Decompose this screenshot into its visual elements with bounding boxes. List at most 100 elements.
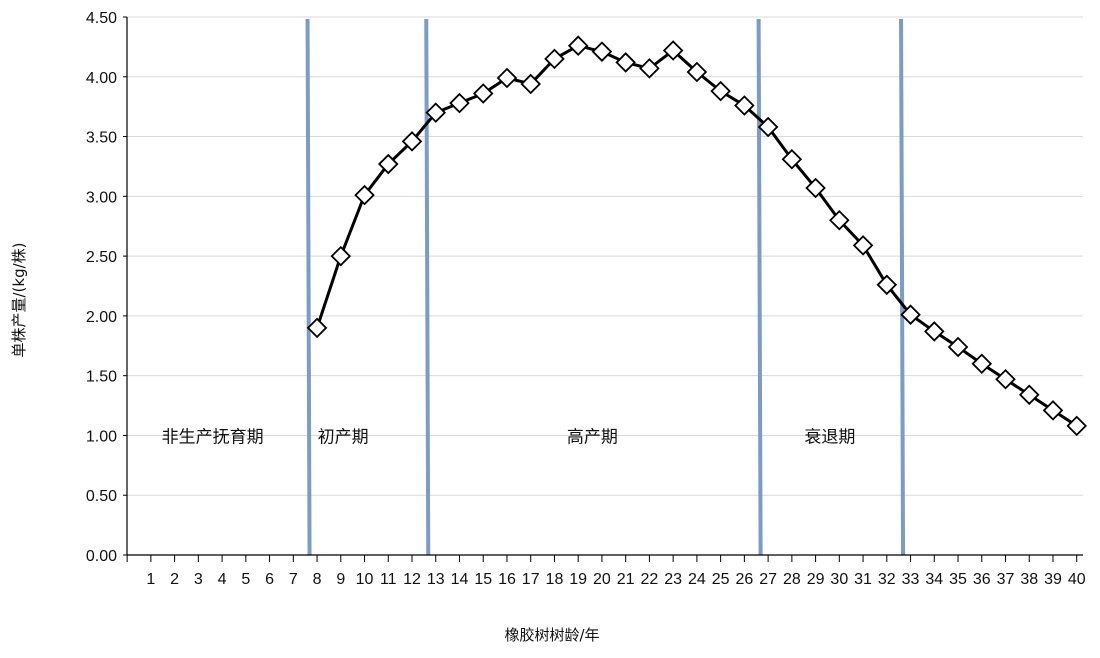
- x-tick-label: 15: [474, 571, 492, 588]
- x-tick-label: 27: [759, 571, 777, 588]
- x-axis-title: 橡胶树树龄/年: [504, 626, 599, 644]
- data-point-marker: [781, 148, 803, 170]
- grid-lines: [127, 16, 1083, 496]
- x-tick-label: 37: [997, 571, 1015, 588]
- x-tick-label: 20: [593, 571, 611, 588]
- y-tick-label: 3.00: [86, 189, 117, 206]
- data-point-marker: [852, 235, 874, 256]
- phase-divider-line: [424, 18, 431, 556]
- data-point-marker: [401, 131, 423, 152]
- x-tick-label: 6: [265, 571, 274, 588]
- x-tick-label: 40: [1068, 571, 1086, 588]
- phase-label: 非生产抚育期: [162, 427, 264, 447]
- x-tick-label: 23: [664, 571, 682, 588]
- data-point-marker: [472, 83, 494, 104]
- x-tick-label: 32: [878, 571, 896, 588]
- phase-labels: 非生产抚育期 初产期 高产期 衰退期: [162, 427, 856, 447]
- x-tick-label: 31: [854, 571, 872, 588]
- yield-series: [306, 35, 1088, 437]
- phase-divider-line: [899, 18, 906, 556]
- axes: 0.00 0.50 1.00 1.50 2.00 2.50 3.00 3.50 4.00 4.50…: [86, 10, 1086, 588]
- phase-divider-line: [756, 18, 763, 556]
- data-point-marker: [330, 245, 352, 267]
- data-point-marker: [615, 52, 636, 73]
- y-tick-label: 4.50: [86, 10, 117, 27]
- y-tick-label: 3.50: [86, 130, 117, 147]
- x-tick-label: 24: [688, 571, 706, 588]
- x-tick-label: 19: [569, 571, 587, 588]
- x-tick-label: 18: [546, 571, 564, 588]
- x-tick-label: 3: [194, 571, 203, 588]
- y-axis-title: 单株产量/(kg/株): [10, 242, 28, 357]
- x-tick-label: 25: [712, 571, 730, 588]
- x-tick-label: 35: [949, 571, 967, 588]
- x-tick-label: 13: [427, 571, 445, 588]
- data-point-marker: [876, 274, 898, 296]
- y-tick-label: 2.00: [86, 309, 117, 326]
- x-tick-label: 36: [973, 571, 991, 588]
- data-point-marker: [900, 304, 921, 325]
- data-point-marker: [662, 40, 684, 61]
- x-tick-label: 1: [146, 571, 155, 588]
- phase-dividers: [305, 18, 906, 556]
- y-tick-label: 0.50: [86, 488, 117, 505]
- x-tick-label: 2: [170, 571, 179, 588]
- data-point-marker: [757, 116, 779, 138]
- x-tick-label: 30: [830, 571, 848, 588]
- x-tick-label: 33: [902, 571, 920, 588]
- y-tick-label: 4.00: [86, 70, 117, 87]
- y-tick-label: 2.50: [86, 249, 117, 266]
- data-point-marker: [496, 67, 518, 89]
- data-point-marker: [1042, 400, 1064, 421]
- data-point-marker: [947, 336, 969, 358]
- x-tick-label: 26: [735, 571, 753, 588]
- x-tick-label: 5: [241, 571, 250, 588]
- x-tick-label: 4: [218, 571, 227, 588]
- x-tick-label: 14: [451, 571, 469, 588]
- data-point-marker: [377, 153, 399, 175]
- phase-divider-line: [305, 18, 312, 556]
- x-tick-label: 8: [313, 571, 322, 588]
- x-tick-label: 39: [1044, 571, 1062, 588]
- x-tick-label: 7: [289, 571, 298, 588]
- y-tick-label: 1.00: [86, 428, 117, 445]
- x-tick-label: 22: [641, 571, 659, 588]
- data-point-marker: [995, 368, 1016, 390]
- x-tick-label: 12: [403, 571, 421, 588]
- x-tick-label: 16: [498, 571, 516, 588]
- x-tick-label: 21: [617, 571, 635, 588]
- data-point-marker: [425, 102, 447, 123]
- x-tick-label: 38: [1020, 571, 1038, 588]
- x-tick-label: 17: [522, 571, 540, 588]
- x-tick-label: 29: [807, 571, 825, 588]
- phase-label: 高产期: [567, 427, 618, 447]
- data-point-marker: [591, 41, 613, 62]
- data-point-marker: [924, 321, 945, 342]
- data-point-marker: [805, 177, 826, 199]
- x-tick-label: 11: [380, 571, 397, 588]
- phase-label: 衰退期: [804, 427, 855, 447]
- x-tick-label: 10: [356, 571, 374, 588]
- y-tick-label: 0.00: [86, 548, 117, 565]
- phase-label: 初产期: [318, 427, 369, 447]
- data-point-marker: [306, 317, 328, 339]
- data-point-marker: [1018, 384, 1040, 406]
- data-point-marker: [1066, 415, 1088, 437]
- data-point-marker: [971, 353, 993, 374]
- data-point-marker: [520, 73, 541, 95]
- data-point-marker: [686, 61, 708, 83]
- data-point-marker: [734, 95, 755, 116]
- data-point-marker: [639, 58, 660, 79]
- data-point-marker: [567, 35, 589, 56]
- data-point-marker: [710, 80, 731, 102]
- series-line: [315, 44, 1078, 428]
- data-point-marker: [449, 92, 470, 114]
- x-tick-label: 28: [783, 571, 801, 588]
- data-point-marker: [544, 48, 565, 70]
- data-point-marker: [829, 209, 850, 231]
- data-point-marker: [354, 184, 375, 206]
- x-tick-label: 9: [336, 571, 345, 588]
- y-tick-label: 1.50: [86, 369, 117, 386]
